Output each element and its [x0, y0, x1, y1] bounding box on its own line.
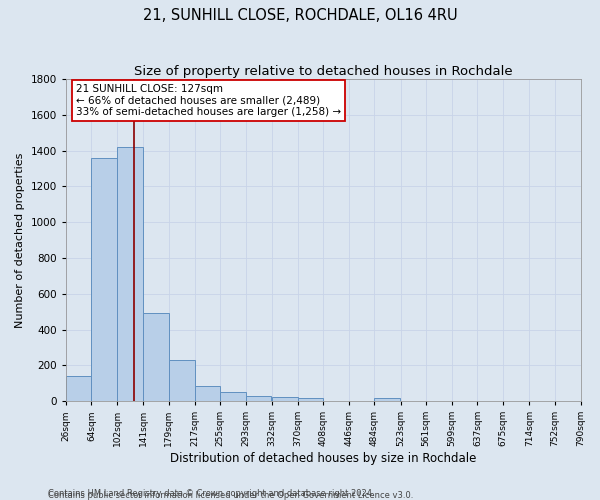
Bar: [66, 376, 91, 401]
Bar: [220, 392, 245, 401]
Text: 21, SUNHILL CLOSE, ROCHDALE, OL16 4RU: 21, SUNHILL CLOSE, ROCHDALE, OL16 4RU: [143, 8, 457, 22]
Title: Size of property relative to detached houses in Rochdale: Size of property relative to detached ho…: [134, 65, 512, 78]
Bar: [143, 314, 169, 401]
Bar: [194, 386, 220, 401]
Text: 21 SUNHILL CLOSE: 127sqm
← 66% of detached houses are smaller (2,489)
33% of sem: 21 SUNHILL CLOSE: 127sqm ← 66% of detach…: [76, 84, 341, 117]
Bar: [91, 158, 117, 401]
Text: Contains public sector information licensed under the Open Government Licence v3: Contains public sector information licen…: [48, 491, 413, 500]
Bar: [272, 398, 298, 401]
Bar: [245, 396, 271, 401]
X-axis label: Distribution of detached houses by size in Rochdale: Distribution of detached houses by size …: [170, 452, 476, 465]
Bar: [169, 360, 194, 401]
Bar: [298, 398, 323, 401]
Bar: [117, 147, 143, 401]
Y-axis label: Number of detached properties: Number of detached properties: [15, 152, 25, 328]
Bar: [374, 398, 400, 401]
Text: Contains HM Land Registry data © Crown copyright and database right 2024.: Contains HM Land Registry data © Crown c…: [48, 488, 374, 498]
